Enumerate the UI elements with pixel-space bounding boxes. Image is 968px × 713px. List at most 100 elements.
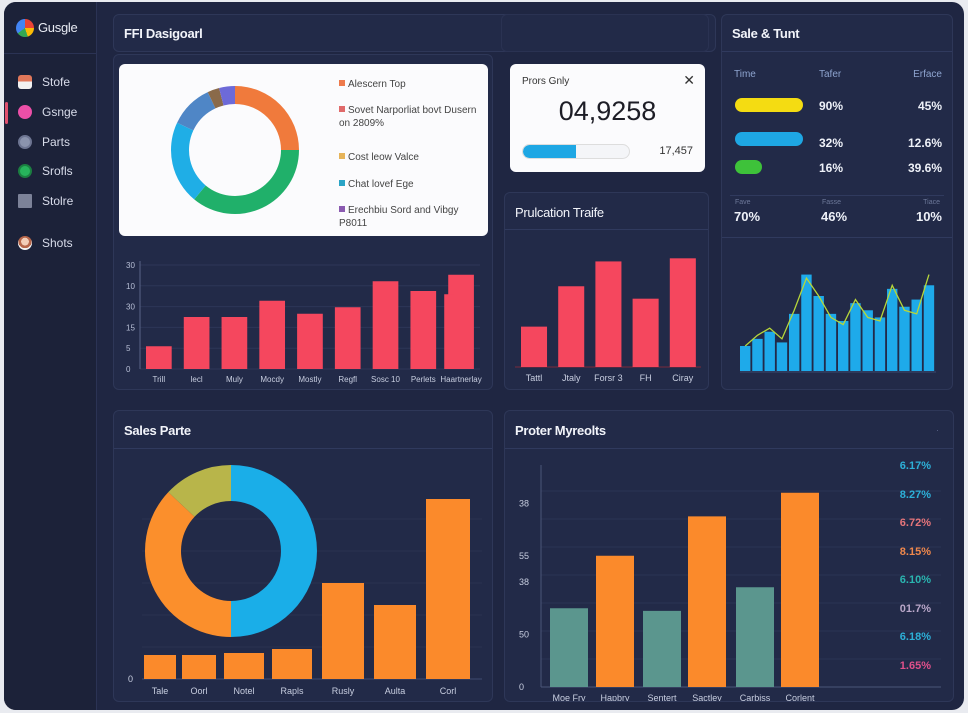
overview-donut-slice [171, 122, 206, 200]
sidebar-item-shots[interactable]: Shots [4, 231, 97, 255]
avatar-icon [18, 236, 32, 250]
sidebar-item-stolre[interactable]: Stolre [4, 189, 97, 213]
percent-value: 6.18% [899, 631, 931, 643]
legend-item: Alescern Top [339, 78, 406, 91]
dashboard-window: Gusgle Stofe Gsnge Parts Srofls Stolre S… [4, 2, 964, 710]
trend-value: 39.6% [907, 161, 942, 175]
y-tick-label: 55 [519, 551, 529, 561]
proter-chart: 0 50 38 55 38 Moe Fry Hapbry Sentert Sactley Carb… [519, 465, 941, 701]
y-tick-label: 15 [126, 323, 135, 332]
footer-label: Fave [735, 199, 751, 206]
sidebar-item-srofls[interactable]: Srofls [4, 159, 97, 183]
overview-donut-slice [207, 88, 224, 109]
overview-donut-slice [194, 150, 299, 214]
bar [521, 326, 548, 367]
percent-value: 8.27% [899, 488, 931, 501]
sidebar-item-label: Srofls [42, 164, 73, 178]
bar [669, 258, 696, 367]
overview-donut-slice [219, 86, 235, 106]
x-tick-label: Forsr 3 [594, 373, 623, 383]
x-tick-label: Ciray [672, 373, 694, 383]
trend-value: 90% [819, 99, 844, 113]
sidebar-item-label: Stofe [42, 75, 71, 89]
overview-donut-slice [177, 92, 216, 131]
panel-menu-icon[interactable]: · [936, 425, 939, 435]
x-tick-label: Haartnerlay [440, 375, 481, 384]
sidebar-item-parts[interactable]: Parts [4, 130, 97, 154]
bar [374, 605, 416, 679]
x-tick-label: Hapbry [600, 693, 630, 701]
sidebar-item-stofe[interactable]: Stofe [4, 70, 97, 94]
publication-title: Prulcation Traife [515, 205, 604, 220]
x-tick-label: Mostly [298, 375, 321, 384]
sales-parte-donut-slice [168, 465, 231, 517]
x-tick-label: lecl [191, 375, 203, 384]
sidebar-item-label: Shots [42, 236, 73, 250]
sale-trend-title: Sale & Tunt [732, 26, 800, 41]
bar [272, 649, 312, 679]
bar [911, 299, 922, 371]
footer-label: Tiace [923, 199, 940, 206]
kpi-progress-fill [523, 145, 576, 158]
bar [874, 317, 886, 371]
image-icon [18, 194, 32, 208]
bar [813, 296, 824, 371]
sidebar: Gusgle Stofe Gsnge Parts Srofls Stolre S… [4, 2, 97, 710]
kpi-value: 04,9258 [558, 96, 657, 126]
x-tick-label: Tattl [526, 373, 543, 383]
bar [632, 298, 659, 367]
globe-icon [18, 135, 32, 149]
x-tick-label: Corl [440, 686, 457, 696]
sidebar-item-label: Gsnge [42, 105, 78, 119]
x-tick-label: FH [640, 373, 652, 383]
bar-step [444, 294, 455, 369]
blue-trend-chart [740, 274, 936, 373]
bar [259, 300, 286, 369]
trend-bar-blue [735, 132, 803, 146]
bar [764, 331, 775, 371]
proter-title: Proter Myreolts [515, 423, 606, 438]
brand-logo-icon [16, 18, 34, 37]
trend-value: 45% [917, 99, 942, 113]
red-bar-chart-right: Tattl Jtaly Forsr 3 FH Ciray [515, 258, 701, 383]
sidebar-item-gsnge[interactable]: Gsnge [4, 100, 97, 124]
bar [740, 346, 751, 371]
y-tick-label: 30 [126, 261, 135, 270]
sidebar-item-label: Stolre [42, 194, 74, 208]
sale-trend-panel: Sale & Tunt Time Tafer Erface 90% 45% 32… [721, 14, 953, 390]
kpi-header-strip [501, 14, 709, 52]
footer-value: 46% [821, 209, 848, 224]
bar [781, 492, 819, 687]
kpi-side-value: 17,457 [659, 145, 693, 157]
y-tick-label: 38 [519, 498, 529, 508]
bar [595, 261, 622, 367]
bar [825, 313, 837, 371]
x-tick-label: Trill [153, 375, 166, 384]
bar [899, 306, 910, 371]
x-tick-label: Tale [152, 686, 169, 696]
x-tick-label: Corlent [785, 693, 815, 701]
page-title: FFI Dasigoarl [124, 26, 203, 41]
bar [146, 346, 172, 369]
whatsapp-icon [18, 164, 32, 178]
trend-line [744, 274, 930, 347]
bar [144, 655, 176, 679]
brand-name: Gusgle [38, 20, 78, 35]
legend-swatch [339, 206, 345, 212]
brand[interactable]: Gusgle [4, 2, 97, 54]
bar [887, 288, 898, 371]
proter-panel: Proter Myreolts · 0 50 38 55 38 Moe Fry Hapbry… [504, 410, 954, 702]
y-tick-label: 10 [126, 282, 135, 291]
overview-card: Alescern Top Sovet Narporliat bovt Duser… [119, 64, 488, 236]
x-tick-label: Sactley [692, 693, 722, 701]
bar [752, 338, 763, 371]
kpi-title: Prors Gnly [522, 76, 570, 87]
close-icon[interactable]: ✕ [683, 72, 695, 88]
x-tick-label: Perlets [411, 375, 436, 384]
x-tick-label: Aulta [385, 686, 406, 696]
kpi-progress-bar [522, 144, 630, 159]
bar [789, 313, 800, 371]
bar [334, 307, 361, 369]
bar [643, 610, 681, 687]
x-tick-label: Sosc 10 [371, 375, 400, 384]
